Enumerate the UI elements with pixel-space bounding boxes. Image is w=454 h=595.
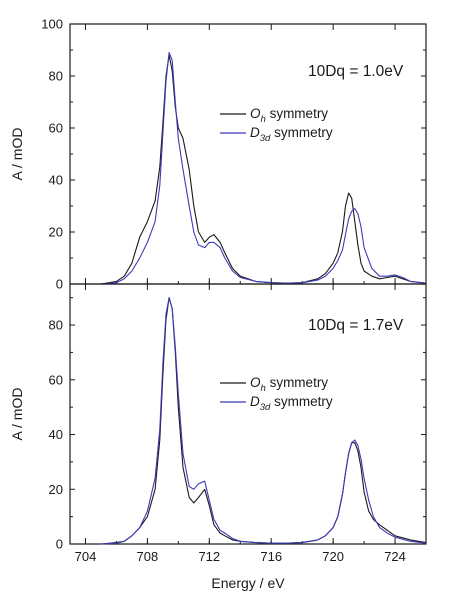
legend-label: D3d symmetry	[250, 125, 333, 144]
y-tick-label: 20	[49, 225, 63, 240]
series-line-oh	[100, 297, 427, 545]
x-tick-label: 708	[137, 549, 159, 564]
y-tick-label: 40	[49, 427, 63, 442]
y-tick-label: 100	[41, 17, 63, 32]
bottom-panel: 0 20 40 60 80 704 708 712 716 720 724 A / mOD 10Dq =…	[9, 283, 427, 564]
series-line-d3d	[100, 52, 427, 285]
x-tick-label: 712	[198, 549, 220, 564]
top-panel: 0 20 40 60 80 100 A / mOD 10Dq = 1.0eV Oh symmet…	[9, 17, 427, 292]
x-tick-label: 704	[75, 549, 97, 564]
y-tick-label: 80	[49, 69, 63, 84]
y-tick-label: 0	[56, 537, 63, 552]
legend-label: D3d symmetry	[250, 394, 333, 413]
panel-annotation: 10Dq = 1.0eV	[308, 63, 404, 80]
y-tick-label: 0	[56, 277, 63, 292]
y-tick-label: 20	[49, 482, 63, 497]
y-tick-label: 60	[49, 121, 63, 136]
x-axis-title: Energy / eV	[211, 575, 285, 591]
x-tick-label: 716	[260, 549, 282, 564]
y-axis-title: A / mOD	[9, 128, 25, 181]
y-tick-label: 60	[49, 372, 63, 387]
panel-annotation: 10Dq = 1.7eV	[308, 317, 404, 334]
y-tick-label: 40	[49, 173, 63, 188]
x-tick-label: 724	[384, 549, 406, 564]
y-axis-title: A / mOD	[9, 388, 25, 441]
y-tick-label: 80	[49, 318, 63, 333]
series-line-oh	[100, 54, 427, 285]
series-line-d3d	[100, 297, 427, 545]
legend-label: Oh symmetry	[250, 106, 328, 125]
plot-frame	[69, 283, 427, 545]
legend-label: Oh symmetry	[250, 375, 328, 394]
x-tick-label: 720	[322, 549, 344, 564]
